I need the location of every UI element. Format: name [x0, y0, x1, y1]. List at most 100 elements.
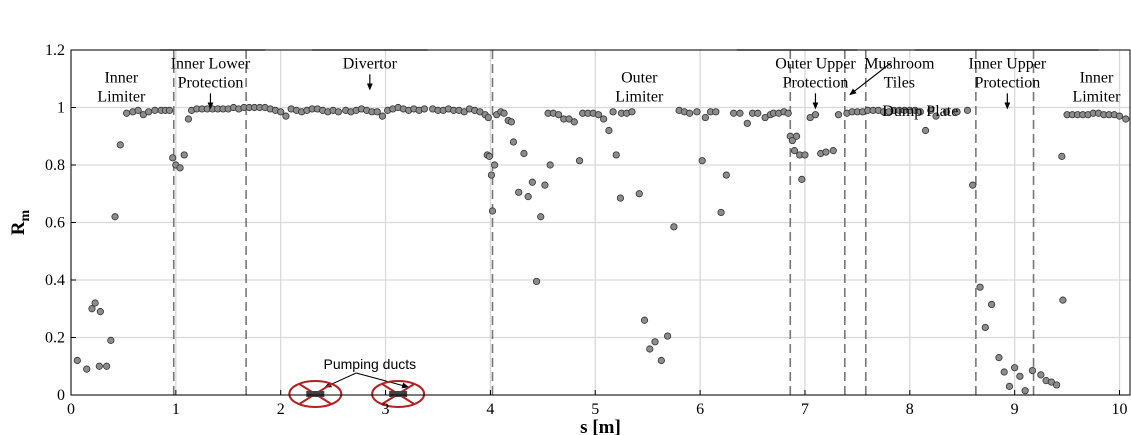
- region-label-line: Limiter: [615, 89, 664, 106]
- data-point: [96, 308, 104, 316]
- region-label: Inner Limiter: [1072, 70, 1121, 106]
- data-point: [334, 108, 342, 116]
- region-label-line: Mushroom: [864, 55, 935, 72]
- data-point: [932, 112, 940, 120]
- data-point: [88, 305, 96, 313]
- data-point: [484, 113, 492, 122]
- data-point: [107, 336, 115, 344]
- region-label-line: Limiter: [1072, 89, 1121, 106]
- region-label-line: Outer: [621, 70, 658, 87]
- data-point: [485, 152, 493, 160]
- data-point: [420, 105, 428, 113]
- region-label-line: Protection: [178, 74, 244, 91]
- data-point: [1122, 115, 1130, 123]
- data-point: [488, 207, 497, 215]
- data-point: [635, 190, 643, 198]
- data-point: [528, 178, 536, 186]
- data-point: [788, 136, 796, 145]
- data-point: [921, 126, 930, 135]
- data-point: [792, 132, 801, 140]
- y-tick-label: 0.8: [45, 157, 65, 174]
- duct-core: [306, 391, 325, 397]
- data-point: [811, 111, 820, 119]
- data-point: [515, 188, 523, 196]
- data-point: [1037, 371, 1045, 379]
- data-point: [532, 277, 541, 286]
- x-tick-label: 6: [696, 401, 704, 418]
- data-point: [605, 126, 613, 135]
- pumping-ducts: Pumping ducts: [288, 356, 426, 408]
- region-label-line: Inner Lower: [171, 55, 251, 72]
- data-point: [537, 213, 545, 221]
- axis-ticks: 0 1 2 3 4 5 6 7 8 9 10 0 0.2 0.4 0.6 0.8 1 1.2: [45, 42, 1128, 418]
- data-point: [570, 118, 578, 126]
- data-point: [575, 157, 584, 165]
- data-point: [646, 345, 654, 353]
- data-point: [628, 108, 636, 116]
- data-point: [282, 112, 290, 120]
- region-label: Divertor: [343, 55, 398, 72]
- y-tick-label: 1: [57, 100, 65, 117]
- x-tick-label: 1: [172, 401, 180, 418]
- data-point: [834, 111, 843, 119]
- region-label: Inner Limiter: [97, 70, 146, 106]
- data-point: [927, 106, 935, 114]
- x-tick-label: 2: [277, 401, 285, 418]
- x-tick-label: 9: [1011, 401, 1019, 418]
- data-point: [963, 106, 972, 114]
- data-point: [969, 181, 977, 189]
- data-point: [953, 108, 961, 116]
- data-point: [95, 362, 103, 370]
- data-point: [144, 108, 153, 116]
- data-point: [541, 181, 549, 189]
- region-label-line: Protection: [974, 74, 1040, 91]
- data-point: [1115, 112, 1124, 120]
- data-points: [73, 103, 1130, 395]
- data-point: [664, 332, 672, 340]
- data-point: [184, 115, 193, 123]
- duct-core: [389, 391, 408, 397]
- y-axis-label-main: R: [8, 221, 29, 235]
- data-point: [151, 106, 159, 114]
- data-point: [976, 283, 984, 291]
- data-point: [916, 108, 924, 116]
- y-axis-label: Rm: [8, 209, 33, 235]
- duct-symbol: [371, 380, 426, 408]
- data-point: [798, 175, 806, 183]
- region-label: Dump Plate: [882, 103, 958, 120]
- data-point: [790, 147, 799, 155]
- y-axis-label-subscript: m: [18, 209, 33, 221]
- data-point: [693, 108, 701, 116]
- region-labels: Inner Limiter Inner Lower Protection Diverto…: [97, 49, 1121, 120]
- duct-arrow: [356, 372, 410, 389]
- data-point: [1016, 372, 1024, 380]
- x-tick-label: 0: [67, 401, 75, 418]
- data-point: [600, 115, 608, 123]
- region-label: Inner Lower Protection: [171, 55, 251, 91]
- region-label-line: Divertor: [343, 55, 398, 72]
- data-point: [1005, 382, 1014, 390]
- data-point: [981, 323, 989, 332]
- data-point: [612, 151, 620, 159]
- data-point: [116, 141, 124, 149]
- data-point: [730, 109, 738, 117]
- data-point: [701, 113, 709, 122]
- data-point: [670, 223, 678, 231]
- data-point: [784, 109, 792, 117]
- data-point: [686, 109, 694, 117]
- region-label-line: Inner: [104, 70, 138, 87]
- data-point: [754, 109, 762, 117]
- data-point: [743, 119, 751, 127]
- data-point: [942, 108, 951, 116]
- data-point: [698, 157, 706, 165]
- data-point: [176, 164, 184, 172]
- data-point: [801, 151, 809, 159]
- region-label-line: Protection: [783, 74, 849, 91]
- region-label: Outer Limiter: [615, 70, 664, 106]
- data-point: [736, 109, 744, 117]
- data-point: [829, 147, 837, 155]
- y-tick-label: 0.2: [45, 330, 65, 347]
- y-tick-label: 0.4: [45, 272, 65, 289]
- data-point: [1058, 152, 1066, 160]
